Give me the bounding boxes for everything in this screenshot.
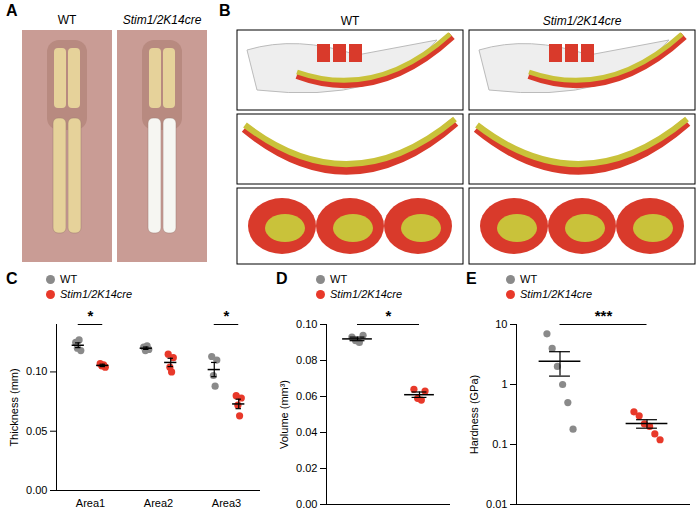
svg-text:Thickness (mm): Thickness (mm)	[8, 368, 20, 446]
html-text:Stim1/2K14cre: Stim1/2K14cre	[60, 288, 133, 300]
svg-text:0.05: 0.05	[26, 425, 47, 437]
svg-text:A: A	[6, 2, 18, 19]
svg-text:Area2: Area2	[144, 497, 173, 509]
svg-text:0.06: 0.06	[296, 390, 317, 402]
svg-text:0.02: 0.02	[296, 462, 317, 474]
html-text:D: D	[276, 270, 288, 287]
svg-text:*: *	[88, 307, 94, 324]
svg-text:Stim1/2K14cre: Stim1/2K14cre	[123, 13, 202, 27]
svg-text:Area3: Area3	[212, 497, 241, 509]
svg-text:0.08: 0.08	[296, 354, 317, 366]
html-text:Stim1/2K14cre: Stim1/2K14cre	[330, 288, 403, 300]
html-text:WT: WT	[330, 273, 348, 285]
html-text:WT: WT	[520, 273, 538, 285]
svg-text:0.10: 0.10	[26, 365, 47, 377]
svg-text:0.10: 0.10	[296, 318, 317, 330]
html-text:Stim1/2K14cre: Stim1/2K14cre	[520, 288, 593, 300]
svg-text:1: 1	[501, 378, 507, 390]
svg-text:0.00: 0.00	[296, 498, 317, 510]
svg-text:0.01: 0.01	[486, 498, 507, 510]
svg-text:Area1: Area1	[76, 497, 105, 509]
html-text:C: C	[6, 270, 18, 287]
svg-text:***: ***	[595, 307, 613, 324]
svg-text:0.00: 0.00	[26, 484, 47, 496]
svg-text:Hardness (GPa): Hardness (GPa)	[468, 375, 480, 454]
svg-text:0.04: 0.04	[296, 426, 317, 438]
svg-text:WT: WT	[58, 13, 77, 27]
svg-text:WT: WT	[341, 14, 360, 28]
svg-text:B: B	[219, 2, 231, 19]
svg-text:*: *	[224, 307, 230, 324]
svg-text:*: *	[386, 307, 392, 324]
svg-text:Volume (mm³): Volume (mm³)	[278, 380, 290, 449]
svg-text:Stim1/2K14cre: Stim1/2K14cre	[543, 14, 622, 28]
svg-text:0.1: 0.1	[492, 438, 507, 450]
html-text:WT: WT	[60, 273, 78, 285]
svg-text:10: 10	[495, 318, 507, 330]
html-text:E: E	[466, 270, 477, 287]
